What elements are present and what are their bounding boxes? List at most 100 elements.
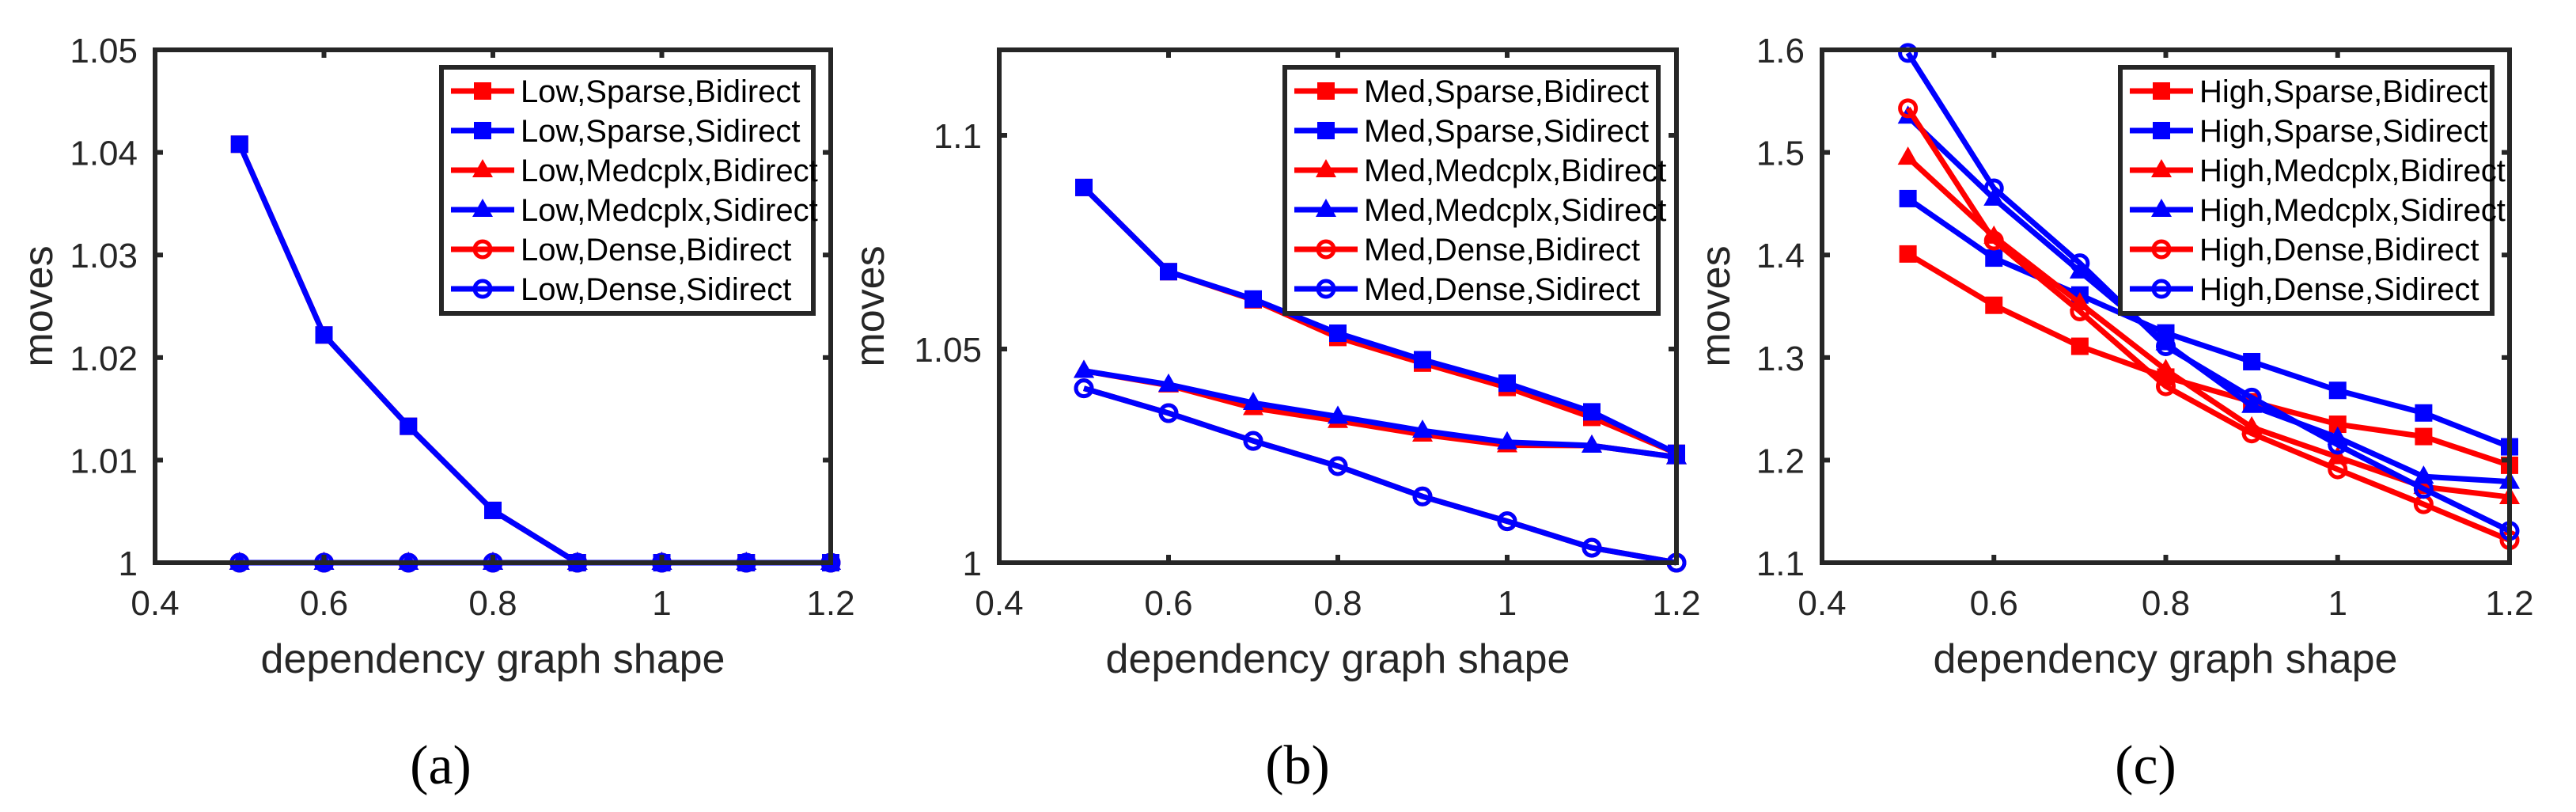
legend-marker: [2151, 279, 2172, 299]
legend-item: Med,Sparse,Sidirect: [1294, 114, 1649, 149]
data-point: [2415, 404, 2433, 422]
series-line: [1906, 251, 2511, 469]
legend-marker: [474, 82, 491, 100]
data-point: [2155, 359, 2176, 378]
data-point: [1414, 351, 1431, 369]
panel-c: dependency graph shape moves (c) 0.4 0.6 0…: [1693, 32, 2534, 796]
data-point: [1497, 431, 1517, 450]
data-point: [1412, 486, 1433, 507]
data-point: [1074, 378, 1094, 399]
data-point: [2327, 446, 2348, 465]
data-point: [1983, 178, 2004, 199]
y-axis-label: moves: [847, 245, 893, 366]
x-axis-label: dependency graph shape: [261, 636, 725, 682]
series-line: [1083, 368, 1677, 461]
x-tick-label: 1: [652, 584, 671, 623]
legend-marker: [1316, 279, 1336, 299]
y-tick-label: 1.01: [70, 442, 138, 480]
legend-item: High,Medcplx,Sidirect: [2130, 193, 2506, 228]
x-tick-label: 0.4: [975, 584, 1023, 623]
y-tick-label: 1.6: [1756, 32, 1805, 70]
x-axis-label: dependency graph shape: [1106, 636, 1570, 682]
series-line: [1905, 106, 2511, 543]
legend-label: Med,Dense,Bidirect: [1364, 233, 1640, 268]
data-point: [2328, 459, 2348, 480]
y-tick-label: 1.02: [70, 340, 138, 378]
legend-label: High,Sparse,Sidirect: [2199, 114, 2488, 149]
data-point: [1075, 178, 1093, 196]
data-point: [1244, 290, 1262, 308]
legend-item: High,Sparse,Bidirect: [2130, 74, 2488, 109]
legend-box: [2118, 65, 2495, 316]
x-axis-label: dependency graph shape: [1934, 636, 2398, 682]
y-axis-label: moves: [16, 245, 62, 366]
data-point: [1985, 249, 2003, 268]
legend-label: Med,Sparse,Sidirect: [1364, 114, 1649, 149]
legend-label: High,Medcplx,Bidirect: [2199, 154, 2506, 188]
data-point: [1412, 419, 1433, 438]
legend-item: Med,Medcplx,Sidirect: [1294, 193, 1666, 228]
x-tick-label: 0.6: [1144, 584, 1192, 623]
data-point: [315, 326, 333, 344]
plot-area: [1897, 43, 2520, 550]
legend-label: High,Dense,Bidirect: [2199, 233, 2479, 268]
panel-label: (c): [2115, 735, 2176, 796]
data-point: [2156, 376, 2176, 397]
data-point: [1582, 434, 1602, 453]
legend-label: Med,Medcplx,Bidirect: [1364, 154, 1666, 188]
legend-box: [1282, 65, 1661, 316]
data-point: [1897, 146, 1919, 165]
y-tick-label: 1: [963, 544, 982, 583]
legend-item: High,Sparse,Sidirect: [2130, 114, 2488, 149]
legend: Low,Sparse,Bidirect Low,Sparse,Sidirect Lo…: [439, 65, 818, 316]
data-point: [1899, 189, 1917, 207]
data-point: [1898, 43, 1919, 63]
legend-marker: [2153, 82, 2170, 100]
legend-label: Med,Medcplx,Sidirect: [1364, 193, 1666, 228]
legend-marker: [474, 122, 491, 139]
x-tick-label: 0.8: [1313, 584, 1362, 623]
data-point: [2070, 301, 2090, 321]
data-point: [2243, 352, 2261, 370]
y-tick-label: 1: [119, 544, 138, 583]
data-point: [1497, 511, 1517, 532]
legend-label: Low,Sparse,Bidirect: [521, 74, 801, 109]
data-point: [2413, 479, 2434, 499]
x-tick-label: 0.8: [2142, 584, 2190, 623]
legend-item: Low,Sparse,Sidirect: [451, 114, 801, 149]
data-point: [1498, 374, 1516, 393]
y-axis-label: moves: [1693, 245, 1739, 366]
x-tick-label: 1.2: [1652, 584, 1700, 623]
y-tick-label: 1.5: [1756, 135, 1805, 173]
legend-label: High,Medcplx,Sidirect: [2199, 193, 2506, 228]
legend-item: High,Dense,Sidirect: [2130, 272, 2479, 307]
legend-marker: [1317, 122, 1335, 139]
legend-marker: [472, 279, 493, 299]
series-line: [1083, 385, 1677, 566]
legend-item: Med,Dense,Bidirect: [1294, 233, 1640, 268]
x-tick-label: 1.2: [806, 584, 854, 623]
data-point: [2155, 332, 2176, 351]
data-point: [2070, 337, 2089, 355]
legend-marker: [2151, 199, 2172, 217]
y-tick-label: 1.05: [70, 32, 138, 70]
legend-marker: [1317, 82, 1335, 100]
legend: High,Sparse,Bidirect High,Sparse,Sidirect…: [2118, 65, 2506, 316]
data-point: [1160, 263, 1177, 281]
series-line: [1082, 185, 1678, 456]
y-tick-label: 1.2: [1756, 442, 1805, 480]
legend-item: Low,Medcplx,Sidirect: [451, 193, 818, 228]
legend-label: Low,Medcplx,Sidirect: [521, 193, 818, 228]
data-point: [1158, 403, 1179, 423]
legend-marker: [2153, 122, 2170, 139]
data-point: [1158, 373, 1179, 392]
legend-item: Low,Sparse,Bidirect: [451, 74, 801, 109]
data-point: [2241, 387, 2262, 408]
data-point: [1983, 230, 2004, 251]
data-point: [400, 417, 418, 435]
series-line: [1906, 196, 2511, 450]
y-tick-label: 1.1: [1756, 544, 1805, 583]
legend-item: High,Dense,Bidirect: [2130, 233, 2479, 268]
x-tick-label: 0.4: [131, 584, 179, 623]
data-point: [2241, 423, 2262, 444]
